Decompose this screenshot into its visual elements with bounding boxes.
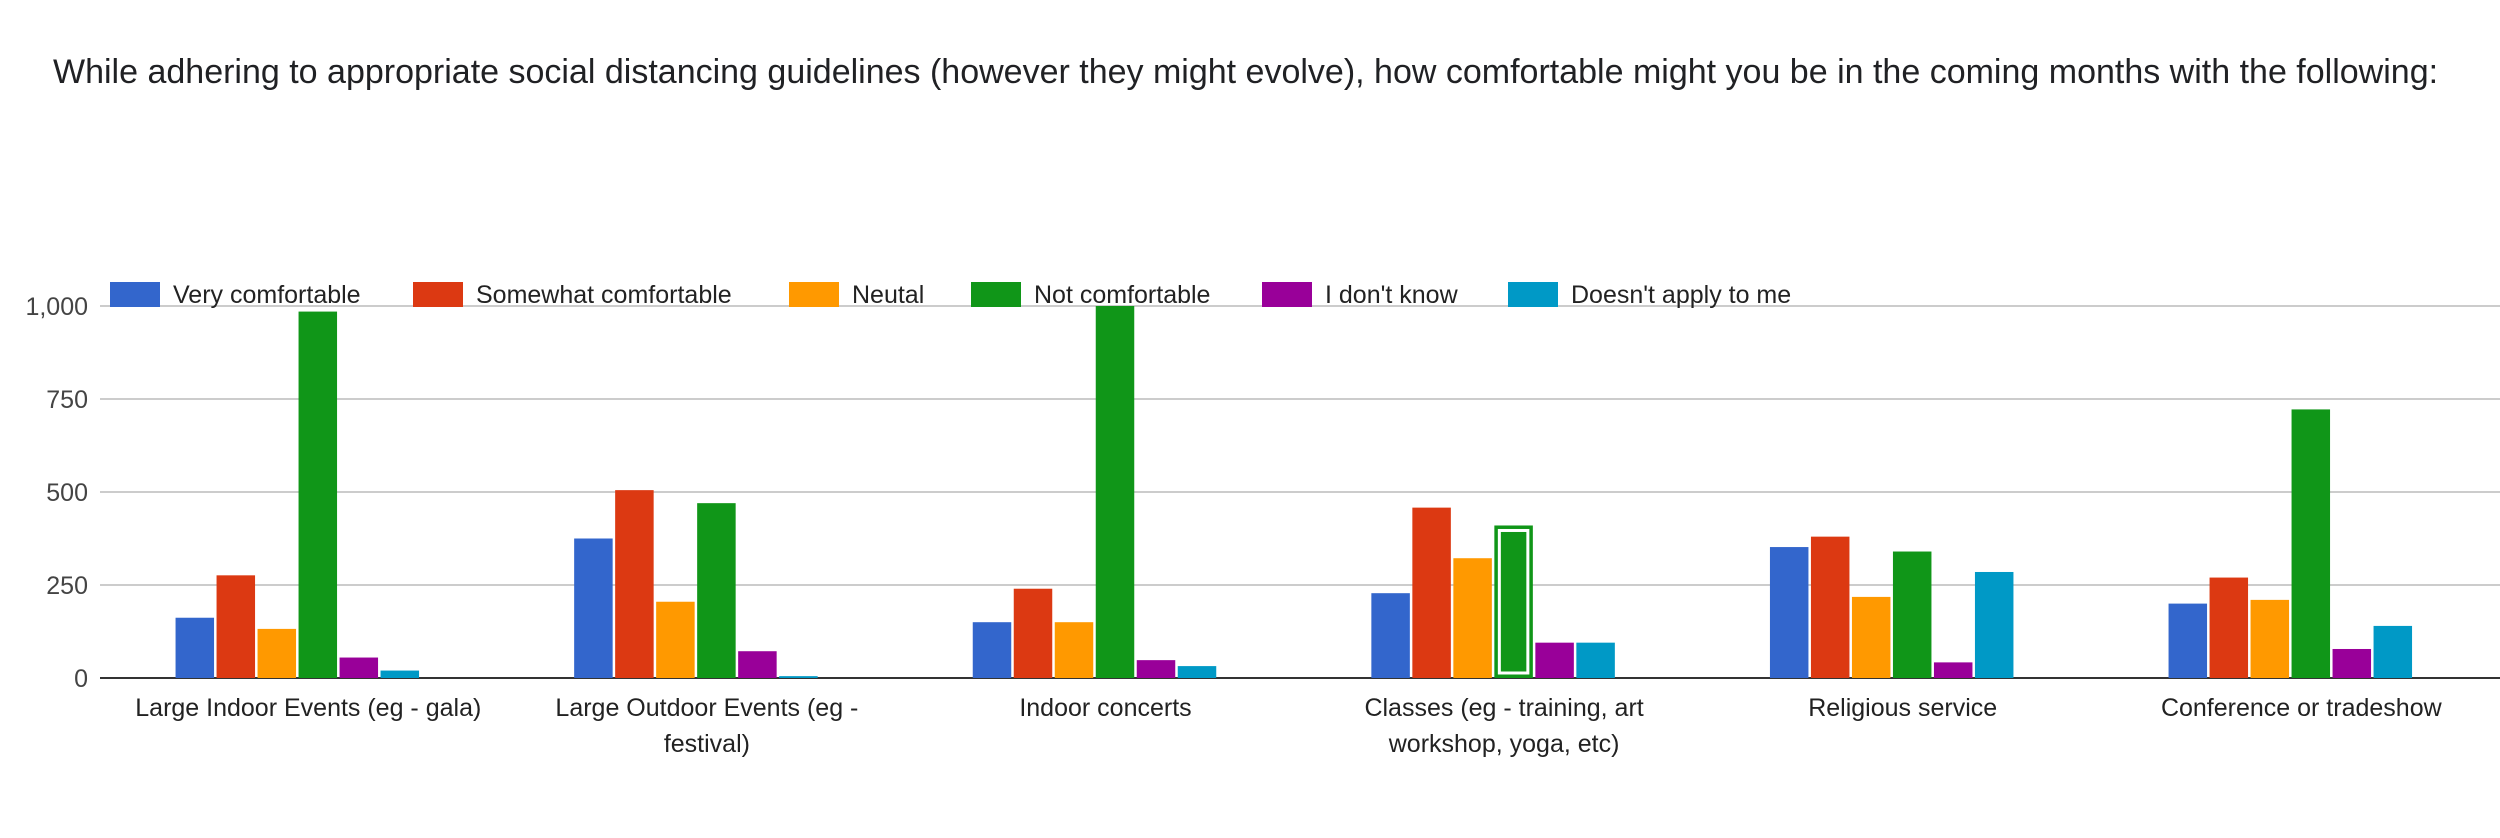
bar [1851, 596, 1891, 678]
x-category-label: Large Indoor Events (eg - gala) [135, 694, 481, 722]
bar [1177, 666, 1217, 678]
legend-label: I don't know [1325, 281, 1459, 309]
bar [656, 601, 695, 678]
question-title: While adhering to appropriate social dis… [53, 53, 2439, 91]
legend-swatch [971, 282, 1021, 307]
legend-swatch [1262, 282, 1312, 307]
x-category-label-line: Indoor concerts [1019, 694, 1191, 722]
bar [2168, 603, 2208, 678]
x-category-label-line: Conference or tradeshow [2161, 694, 2443, 722]
bar [1412, 507, 1451, 678]
legend-label: Neutal [852, 281, 924, 309]
x-axis-category-labels: Large Indoor Events (eg - gala) Large Out… [135, 694, 2442, 758]
bar [2332, 648, 2372, 678]
bar [2373, 625, 2413, 678]
bar [738, 651, 777, 678]
chart-gridlines [100, 305, 2500, 679]
legend-label: Very comfortable [173, 281, 361, 309]
legend-swatch [413, 282, 463, 307]
y-tick-label: 500 [46, 479, 88, 507]
bar [216, 575, 256, 678]
x-category-label-line: Large Indoor Events (eg - gala) [135, 694, 481, 722]
bar [779, 676, 818, 678]
bar [1095, 306, 1135, 678]
bar [972, 622, 1012, 678]
y-tick-label: 250 [46, 572, 88, 600]
x-category-label: Large Outdoor Events (eg - festival) [555, 694, 858, 758]
chart-legend: Very comfortable Somewhat comfortable Neut… [110, 281, 1791, 309]
legend-label: Doesn't apply to me [1571, 281, 1791, 309]
x-category-label: Indoor concerts [1019, 694, 1191, 722]
legend-label: Somewhat comfortable [476, 281, 732, 309]
bar [1810, 536, 1850, 678]
bar-highlight [1497, 528, 1530, 675]
legend-swatch [110, 282, 160, 307]
bar [2291, 409, 2331, 678]
bar [175, 617, 215, 678]
x-category-label: Conference or tradeshow [2161, 694, 2443, 722]
legend-swatch [789, 282, 839, 307]
bar [1453, 558, 1492, 678]
bar [1974, 571, 2014, 678]
x-category-label: Classes (eg - training, art workshop, yog… [1364, 694, 1643, 758]
y-axis-tick-labels: 0 250 500 750 1,000 [25, 293, 88, 693]
x-category-label-line: Large Outdoor Events (eg - [555, 694, 858, 722]
legend-swatch [1508, 282, 1558, 307]
y-tick-label: 750 [46, 386, 88, 414]
bar [1013, 588, 1053, 678]
x-category-label-line: Religious service [1808, 694, 1997, 722]
bar [257, 628, 297, 678]
bar [1576, 642, 1615, 678]
legend-label: Not comfortable [1034, 281, 1210, 309]
bar [1054, 622, 1094, 678]
bar [2250, 599, 2290, 678]
bar [1535, 642, 1574, 678]
bar [1769, 547, 1809, 678]
x-category-label-line: workshop, yoga, etc) [1388, 730, 1620, 758]
bar [615, 490, 654, 678]
bar [1371, 593, 1410, 678]
bar [1933, 662, 1973, 678]
chart-bars [175, 306, 2413, 678]
x-category-label: Religious service [1808, 694, 1997, 722]
bar [339, 657, 379, 678]
bar [2209, 577, 2249, 678]
y-tick-label: 1,000 [25, 293, 88, 321]
bar [1136, 660, 1176, 678]
bar [697, 503, 736, 678]
bar [380, 670, 420, 678]
bar [1892, 551, 1932, 678]
bar [298, 311, 338, 678]
y-tick-label: 0 [74, 665, 88, 693]
x-category-label-line: Classes (eg - training, art [1364, 694, 1643, 722]
x-category-label-line: festival) [664, 730, 750, 758]
bar [574, 538, 613, 678]
